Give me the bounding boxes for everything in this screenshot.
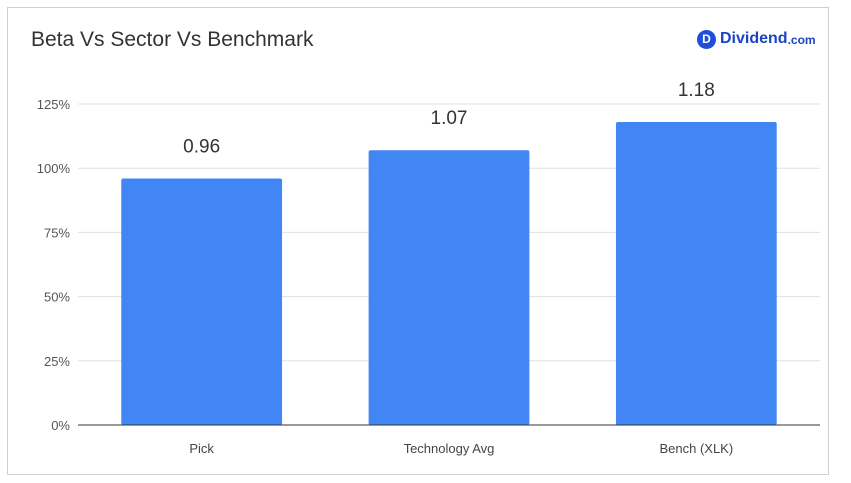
brand-tld: .com [787, 33, 816, 47]
dividend-logo-icon: D [697, 29, 716, 49]
data-label: 1.07 [431, 108, 468, 129]
x-tick-label: Technology Avg [404, 441, 495, 456]
chart-title: Beta Vs Sector Vs Benchmark [31, 28, 314, 51]
brand-name: Dividend [720, 30, 788, 47]
x-tick-label: Pick [189, 441, 214, 456]
data-label: 1.18 [678, 80, 715, 101]
y-tick-label: 0% [51, 418, 70, 433]
y-tick-label: 25% [44, 354, 70, 369]
data-label: 0.96 [183, 136, 220, 157]
x-tick-label: Bench (XLK) [659, 441, 733, 456]
y-tick-label: 75% [44, 225, 70, 240]
y-tick-label: 50% [44, 290, 70, 305]
bar [368, 150, 530, 425]
bar [615, 121, 777, 425]
y-tick-label: 125% [37, 97, 71, 112]
bar [121, 178, 283, 425]
y-tick-label: 100% [37, 161, 71, 176]
brand-logo[interactable]: D Dividend .com [697, 28, 816, 50]
